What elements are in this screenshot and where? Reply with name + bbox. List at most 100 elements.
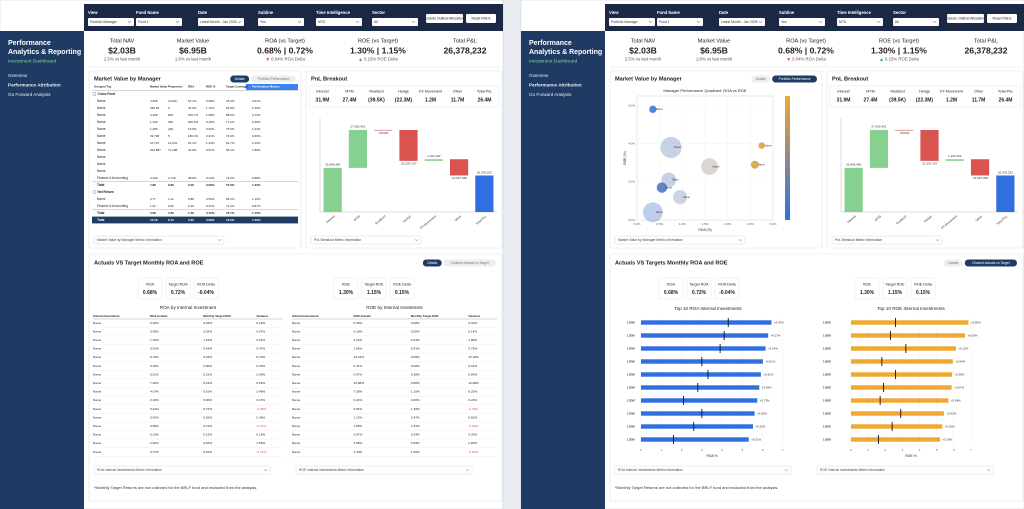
bubble — [758, 142, 766, 150]
table-cell: Name — [93, 347, 102, 351]
section-title: Market Value by Manager — [615, 76, 683, 82]
info-dropdown[interactable] — [295, 465, 473, 475]
data-label: 27,402,461 — [871, 125, 886, 129]
table-cell: 75.6% — [226, 183, 235, 187]
dropdown-chevron — [935, 239, 940, 242]
pnl-card-value: 11.7M — [972, 97, 986, 103]
x-tick-label: MTM — [874, 214, 882, 222]
info-dropdown[interactable] — [93, 465, 271, 475]
table-header: ROA — [188, 85, 194, 89]
toggle-button[interactable] — [964, 259, 1017, 267]
table-cell: 0.73% — [252, 113, 261, 117]
table-cell: Name — [292, 390, 301, 394]
nav-link[interactable]: Performance Attribution — [8, 83, 61, 88]
table-cell: 0.49% — [252, 120, 261, 124]
table-cell: 92.8% — [226, 106, 235, 110]
toggle-button[interactable] — [772, 75, 817, 83]
toggle-label[interactable]: Details — [756, 77, 766, 81]
filter-button[interactable] — [987, 14, 1017, 23]
toggle-label[interactable]: Charted Actuals vs Target — [451, 261, 489, 265]
toggle-label[interactable]: Portfolio Performance — [779, 77, 811, 81]
toggle-label[interactable]: Portfolio Performance — [258, 77, 290, 81]
info-dropdown[interactable] — [816, 465, 994, 475]
pnl-card-value: (39.5K) — [368, 97, 385, 103]
info-dropdown-label[interactable]: PnL Breakout Metric Information — [835, 238, 882, 242]
pnl-card-label: Other — [453, 89, 463, 93]
info-dropdown-label[interactable]: ROA Internal Investments Metric Informat… — [97, 468, 162, 472]
table-cell: 81.7% — [226, 141, 235, 145]
table-cell: 1.30% — [252, 183, 261, 187]
table-cell: 1.66% — [354, 347, 363, 351]
info-dropdown-label[interactable]: Market Value by Manager Metric Informati… — [97, 238, 162, 242]
info-dropdown[interactable] — [831, 235, 943, 245]
filter-dropdown[interactable] — [88, 18, 134, 26]
x-tick-label: Total PnL — [996, 214, 1009, 226]
data-label: +5.94% — [955, 359, 965, 363]
bubble-label: Name — [758, 162, 765, 166]
button-label[interactable]: Reset Filters — [992, 17, 1011, 21]
toggle-label[interactable]: Details — [427, 261, 437, 265]
filter-dropdown[interactable] — [893, 18, 939, 26]
filter-button[interactable] — [947, 14, 984, 23]
button-label[interactable]: Reset Filters — [471, 17, 490, 21]
footnote: *Monthly Target Returns are not collecte… — [615, 485, 778, 490]
filter-dropdown[interactable] — [657, 18, 703, 26]
toggle-button[interactable] — [251, 75, 296, 83]
bar — [851, 320, 969, 325]
filter-dropdown[interactable] — [609, 18, 655, 26]
pnl-cards-frame — [308, 85, 500, 108]
nav-link[interactable]: Performance Attribution — [529, 83, 582, 88]
table-cell: 5 — [168, 134, 170, 138]
filter-dropdown[interactable] — [198, 18, 244, 26]
data-label: +6.43% — [774, 320, 784, 324]
table-cell: 78.4% — [226, 99, 235, 103]
toggle-button[interactable] — [751, 75, 771, 83]
x-tick-label: Interest — [325, 214, 336, 224]
table-cell: 1.15% — [203, 338, 212, 342]
info-dropdown[interactable] — [310, 235, 422, 245]
nav-link[interactable]: Go Forward Analysis — [529, 92, 572, 97]
info-dropdown-label[interactable]: ROA Internal Investments Metric Informat… — [618, 468, 683, 472]
toggle-button[interactable] — [443, 259, 496, 267]
pnl-card-label: Total PnL — [477, 89, 492, 93]
toggle-label[interactable]: Charted Actuals vs Target — [972, 261, 1010, 265]
filter-dropdown[interactable] — [779, 18, 825, 26]
info-dropdown[interactable] — [614, 235, 746, 245]
table-cell: Name — [292, 355, 301, 359]
section-title: Market Value by Manager — [94, 76, 162, 82]
filter-dropdown[interactable] — [719, 18, 765, 26]
toggle-label[interactable]: Details — [948, 261, 958, 265]
filter-button[interactable] — [426, 14, 463, 23]
filter-dropdown[interactable] — [136, 18, 182, 26]
nav-link[interactable]: Overview — [529, 73, 549, 78]
info-dropdown-label[interactable]: ROE Internal Investments Metric Informat… — [299, 468, 364, 472]
filter-dropdown[interactable] — [258, 18, 304, 26]
toggle-button[interactable] — [230, 75, 250, 83]
filter-dropdown[interactable] — [316, 18, 362, 26]
toggle-button[interactable] — [422, 259, 442, 267]
nav-link[interactable]: Overview — [8, 73, 28, 78]
filter-button[interactable] — [466, 14, 496, 23]
table-cell: 0.72% — [206, 211, 215, 215]
info-dropdown-label[interactable]: PnL Breakout Metric Information — [314, 238, 361, 242]
button-label[interactable]: Include Outflow Allocation — [946, 17, 985, 21]
toggle-label[interactable]: Details — [235, 77, 245, 81]
button-label[interactable]: Include Outflow Allocation — [425, 17, 464, 21]
table-cell: 0.56% — [206, 197, 215, 201]
info-dropdown[interactable] — [614, 465, 792, 475]
info-dropdown-label[interactable]: Market Value by Manager Metric Informati… — [618, 238, 683, 242]
filter-label: Time Intelligence — [316, 10, 351, 15]
toggle-button[interactable] — [943, 259, 963, 267]
info-dropdown[interactable] — [93, 235, 225, 245]
data-label: +6.27% — [771, 333, 781, 337]
nav-link[interactable]: Go Forward Analysis — [8, 92, 51, 97]
filter-dropdown[interactable] — [837, 18, 883, 26]
filter-dropdown[interactable] — [372, 18, 418, 26]
info-dropdown-label[interactable]: ROE Internal Investments Metric Informat… — [820, 468, 885, 472]
table-cell: (3,001) — [168, 99, 178, 103]
metric-label: Target ROE — [885, 282, 905, 286]
pnl-card-value: 11.7M — [451, 97, 465, 103]
table-cell: 3.12% — [354, 338, 363, 342]
x-tick-label: 2.0% — [724, 222, 731, 226]
